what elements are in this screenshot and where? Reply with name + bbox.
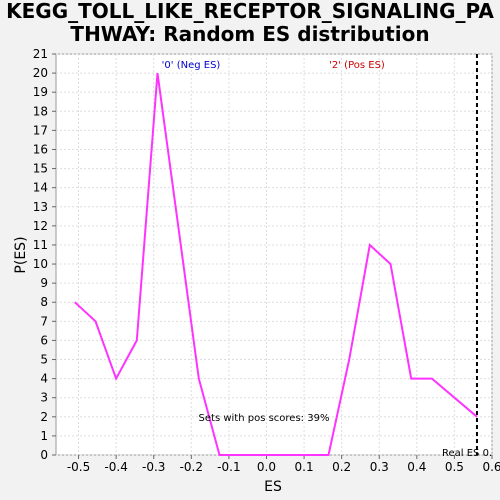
chart-title: KEGG_TOLL_LIKE_RECEPTOR_SIGNALING_PA THW… (0, 0, 500, 46)
y-tick-label: 15 (33, 162, 48, 176)
y-tick-label: 14 (33, 181, 48, 195)
y-tick-label: 7 (40, 314, 48, 328)
y-tick-label: 21 (33, 47, 48, 61)
y-tick-label: 5 (40, 353, 48, 367)
x-tick-label: 0.5 (445, 460, 464, 474)
x-tick-label: -0.2 (180, 460, 203, 474)
x-tick-label: 0.0 (257, 460, 276, 474)
series-layer (74, 54, 478, 456)
y-tick-label: 2 (40, 410, 48, 424)
y-tick-label: 1 (40, 429, 48, 443)
chart-title-line-1: KEGG_TOLL_LIKE_RECEPTOR_SIGNALING_PA (6, 0, 494, 23)
x-tick-label: -0.3 (142, 460, 165, 474)
x-tick-label: -0.5 (67, 460, 90, 474)
annotation-layer: '0' (Neg ES) '2' (Pos ES) Sets with pos … (162, 60, 492, 459)
x-tick-label: 0.1 (295, 460, 314, 474)
y-tick-label: 0 (40, 448, 48, 462)
x-tick-label: 0.2 (332, 460, 351, 474)
y-tick-label: 17 (33, 123, 48, 137)
pos-scores-note: Sets with pos scores: 39% (199, 413, 330, 424)
y-tick-label: 4 (40, 372, 48, 386)
plot-area (55, 53, 493, 456)
x-tick-label: 0.6 (482, 460, 500, 474)
real-es-label: Real ES 0. (442, 448, 492, 459)
x-tick-label: 0.4 (407, 460, 426, 474)
y-tick-label: 11 (33, 238, 48, 252)
x-tick-label: -0.4 (104, 460, 127, 474)
y-tick-label: 20 (33, 66, 48, 80)
series-line (74, 72, 478, 456)
y-tick-label: 12 (33, 219, 48, 233)
x-axis-title: ES (264, 479, 282, 495)
y-tick-label: 10 (33, 257, 48, 271)
grid-layer (56, 53, 493, 456)
y-tick-label: 9 (40, 276, 48, 290)
neg-es-label: '0' (Neg ES) (162, 60, 221, 71)
y-tick-label: 16 (33, 142, 48, 156)
y-tick-label: 6 (40, 333, 48, 347)
x-tick-label: -0.1 (217, 460, 240, 474)
y-tick-label: 8 (40, 295, 48, 309)
x-tick-label: 0.3 (370, 460, 389, 474)
y-tick-label: 18 (33, 104, 48, 118)
pos-es-label: '2' (Pos ES) (329, 60, 385, 71)
y-tick-label: 13 (33, 200, 48, 214)
y-tick-label: 3 (40, 391, 48, 405)
y-tick-label: 19 (33, 85, 48, 99)
chart-title-line-2: THWAY: Random ES distribution (70, 22, 430, 46)
y-axis-title: P(ES) (13, 236, 29, 273)
